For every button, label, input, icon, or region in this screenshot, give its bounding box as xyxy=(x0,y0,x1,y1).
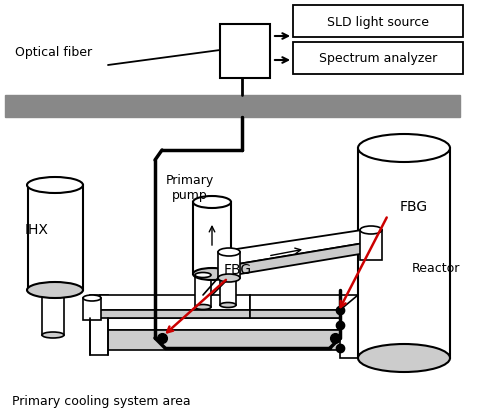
Polygon shape xyxy=(230,230,370,264)
Text: Primary
pump: Primary pump xyxy=(166,174,214,202)
Ellipse shape xyxy=(195,304,211,309)
Ellipse shape xyxy=(27,177,83,193)
Polygon shape xyxy=(250,310,358,318)
Polygon shape xyxy=(90,318,390,330)
Ellipse shape xyxy=(42,332,64,338)
Ellipse shape xyxy=(83,295,101,301)
Polygon shape xyxy=(238,242,372,274)
Bar xyxy=(5,95,460,117)
Ellipse shape xyxy=(220,302,236,307)
Text: FBG: FBG xyxy=(400,200,428,214)
Ellipse shape xyxy=(218,274,240,282)
Bar xyxy=(220,24,270,78)
Polygon shape xyxy=(250,295,358,310)
Ellipse shape xyxy=(42,287,64,293)
Ellipse shape xyxy=(193,268,231,280)
Polygon shape xyxy=(100,330,390,350)
Polygon shape xyxy=(340,295,358,358)
Bar xyxy=(220,273,236,305)
Text: FBG: FBG xyxy=(224,263,252,277)
Text: Optical fiber: Optical fiber xyxy=(15,45,92,59)
Ellipse shape xyxy=(195,272,211,278)
Text: SLD light source: SLD light source xyxy=(327,16,429,28)
Bar xyxy=(42,290,64,335)
Text: IHX: IHX xyxy=(25,223,49,237)
Ellipse shape xyxy=(358,134,450,162)
Polygon shape xyxy=(218,252,240,278)
Ellipse shape xyxy=(27,282,83,298)
Text: Spectrum analyzer: Spectrum analyzer xyxy=(319,52,437,65)
Bar xyxy=(293,42,463,74)
Polygon shape xyxy=(100,310,250,318)
Ellipse shape xyxy=(218,248,240,256)
Ellipse shape xyxy=(358,344,450,372)
Bar xyxy=(83,298,101,320)
Polygon shape xyxy=(360,230,382,260)
Ellipse shape xyxy=(360,226,382,234)
Bar xyxy=(193,202,231,274)
Polygon shape xyxy=(90,295,108,355)
Text: Reactor: Reactor xyxy=(412,262,460,274)
Bar xyxy=(28,185,83,290)
Bar xyxy=(195,275,211,307)
Bar xyxy=(293,5,463,37)
Polygon shape xyxy=(100,295,250,310)
Text: Primary cooling system area: Primary cooling system area xyxy=(12,396,191,409)
Ellipse shape xyxy=(193,196,231,208)
Ellipse shape xyxy=(220,271,236,276)
Bar xyxy=(358,148,450,358)
